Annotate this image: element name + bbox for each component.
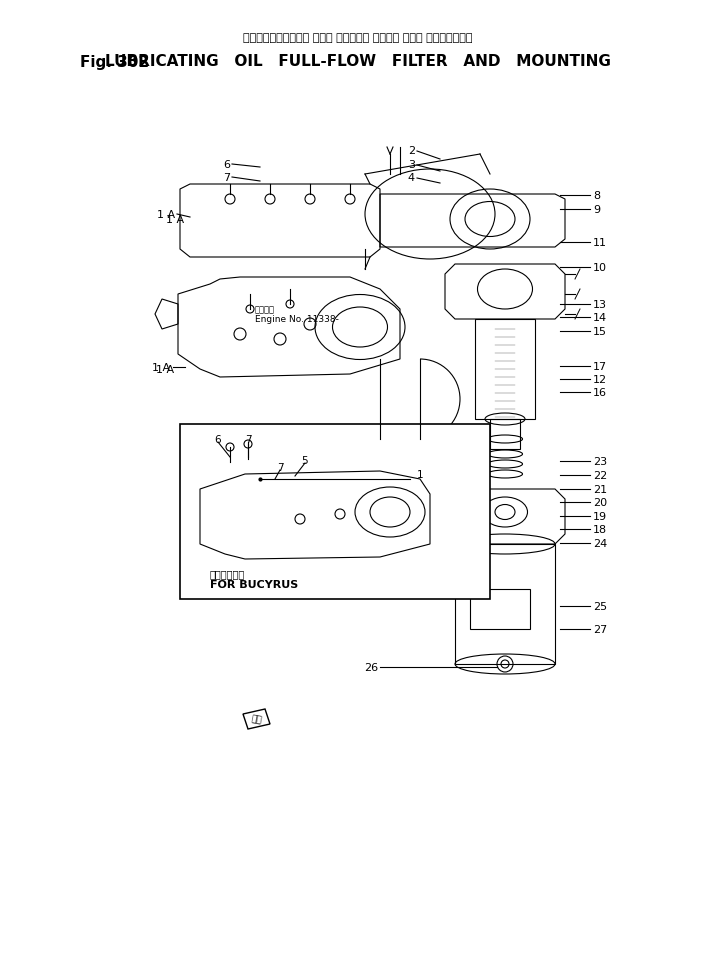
Text: 16: 16: [593, 388, 607, 397]
Text: 2: 2: [408, 146, 415, 156]
Text: 10: 10: [593, 263, 607, 272]
Text: 1 A: 1 A: [157, 209, 175, 220]
Text: 13: 13: [593, 299, 607, 310]
Text: 15: 15: [593, 327, 607, 336]
Text: 8: 8: [593, 191, 600, 201]
Bar: [180, 424, 490, 600]
Text: 9: 9: [593, 204, 600, 215]
Text: 22: 22: [593, 471, 607, 481]
Text: 21: 21: [593, 484, 607, 494]
Bar: [490, 420, 520, 450]
Text: 7: 7: [223, 172, 230, 183]
Text: 1 A: 1 A: [166, 215, 184, 225]
Text: FOR BUCYRUS: FOR BUCYRUS: [210, 579, 299, 589]
Bar: [475, 320, 535, 420]
Text: 7: 7: [276, 462, 284, 473]
Text: 24: 24: [593, 539, 607, 548]
Text: 18: 18: [593, 524, 607, 535]
Text: 23: 23: [593, 456, 607, 466]
Text: 設計: 設計: [251, 714, 263, 725]
Text: 6: 6: [215, 434, 221, 445]
Text: 20: 20: [593, 497, 607, 508]
Text: 1: 1: [417, 470, 423, 480]
Text: 26: 26: [364, 663, 378, 672]
Text: 27: 27: [593, 624, 607, 635]
Text: ルーブリケーティング オイル フルフロー フィルタ および マウンティング: ルーブリケーティング オイル フルフロー フィルタ および マウンティング: [243, 33, 473, 43]
Text: 25: 25: [593, 602, 607, 611]
Text: 1 A: 1 A: [156, 364, 174, 375]
Text: 4: 4: [408, 172, 415, 183]
Text: 7: 7: [245, 434, 251, 445]
Text: 6: 6: [223, 160, 230, 170]
Text: LUBRICATING   OIL   FULL-FLOW   FILTER   AND   MOUNTING: LUBRICATING OIL FULL-FLOW FILTER AND MOU…: [105, 54, 611, 70]
Text: 12: 12: [593, 375, 607, 385]
Text: 適用機種: 適用機種: [255, 305, 275, 314]
Text: 3: 3: [408, 160, 415, 170]
Text: Fig. 302: Fig. 302: [80, 54, 149, 70]
Bar: [470, 589, 530, 629]
Text: 1 A: 1 A: [152, 362, 170, 373]
Bar: [455, 545, 555, 665]
Text: 19: 19: [593, 512, 607, 521]
Text: ビュイラス用: ビュイラス用: [210, 569, 246, 578]
Text: Engine No. 11338-: Engine No. 11338-: [255, 315, 339, 325]
Text: 17: 17: [593, 361, 607, 372]
Text: 5: 5: [301, 455, 309, 465]
Text: 14: 14: [593, 313, 607, 323]
Text: 11: 11: [593, 237, 607, 248]
